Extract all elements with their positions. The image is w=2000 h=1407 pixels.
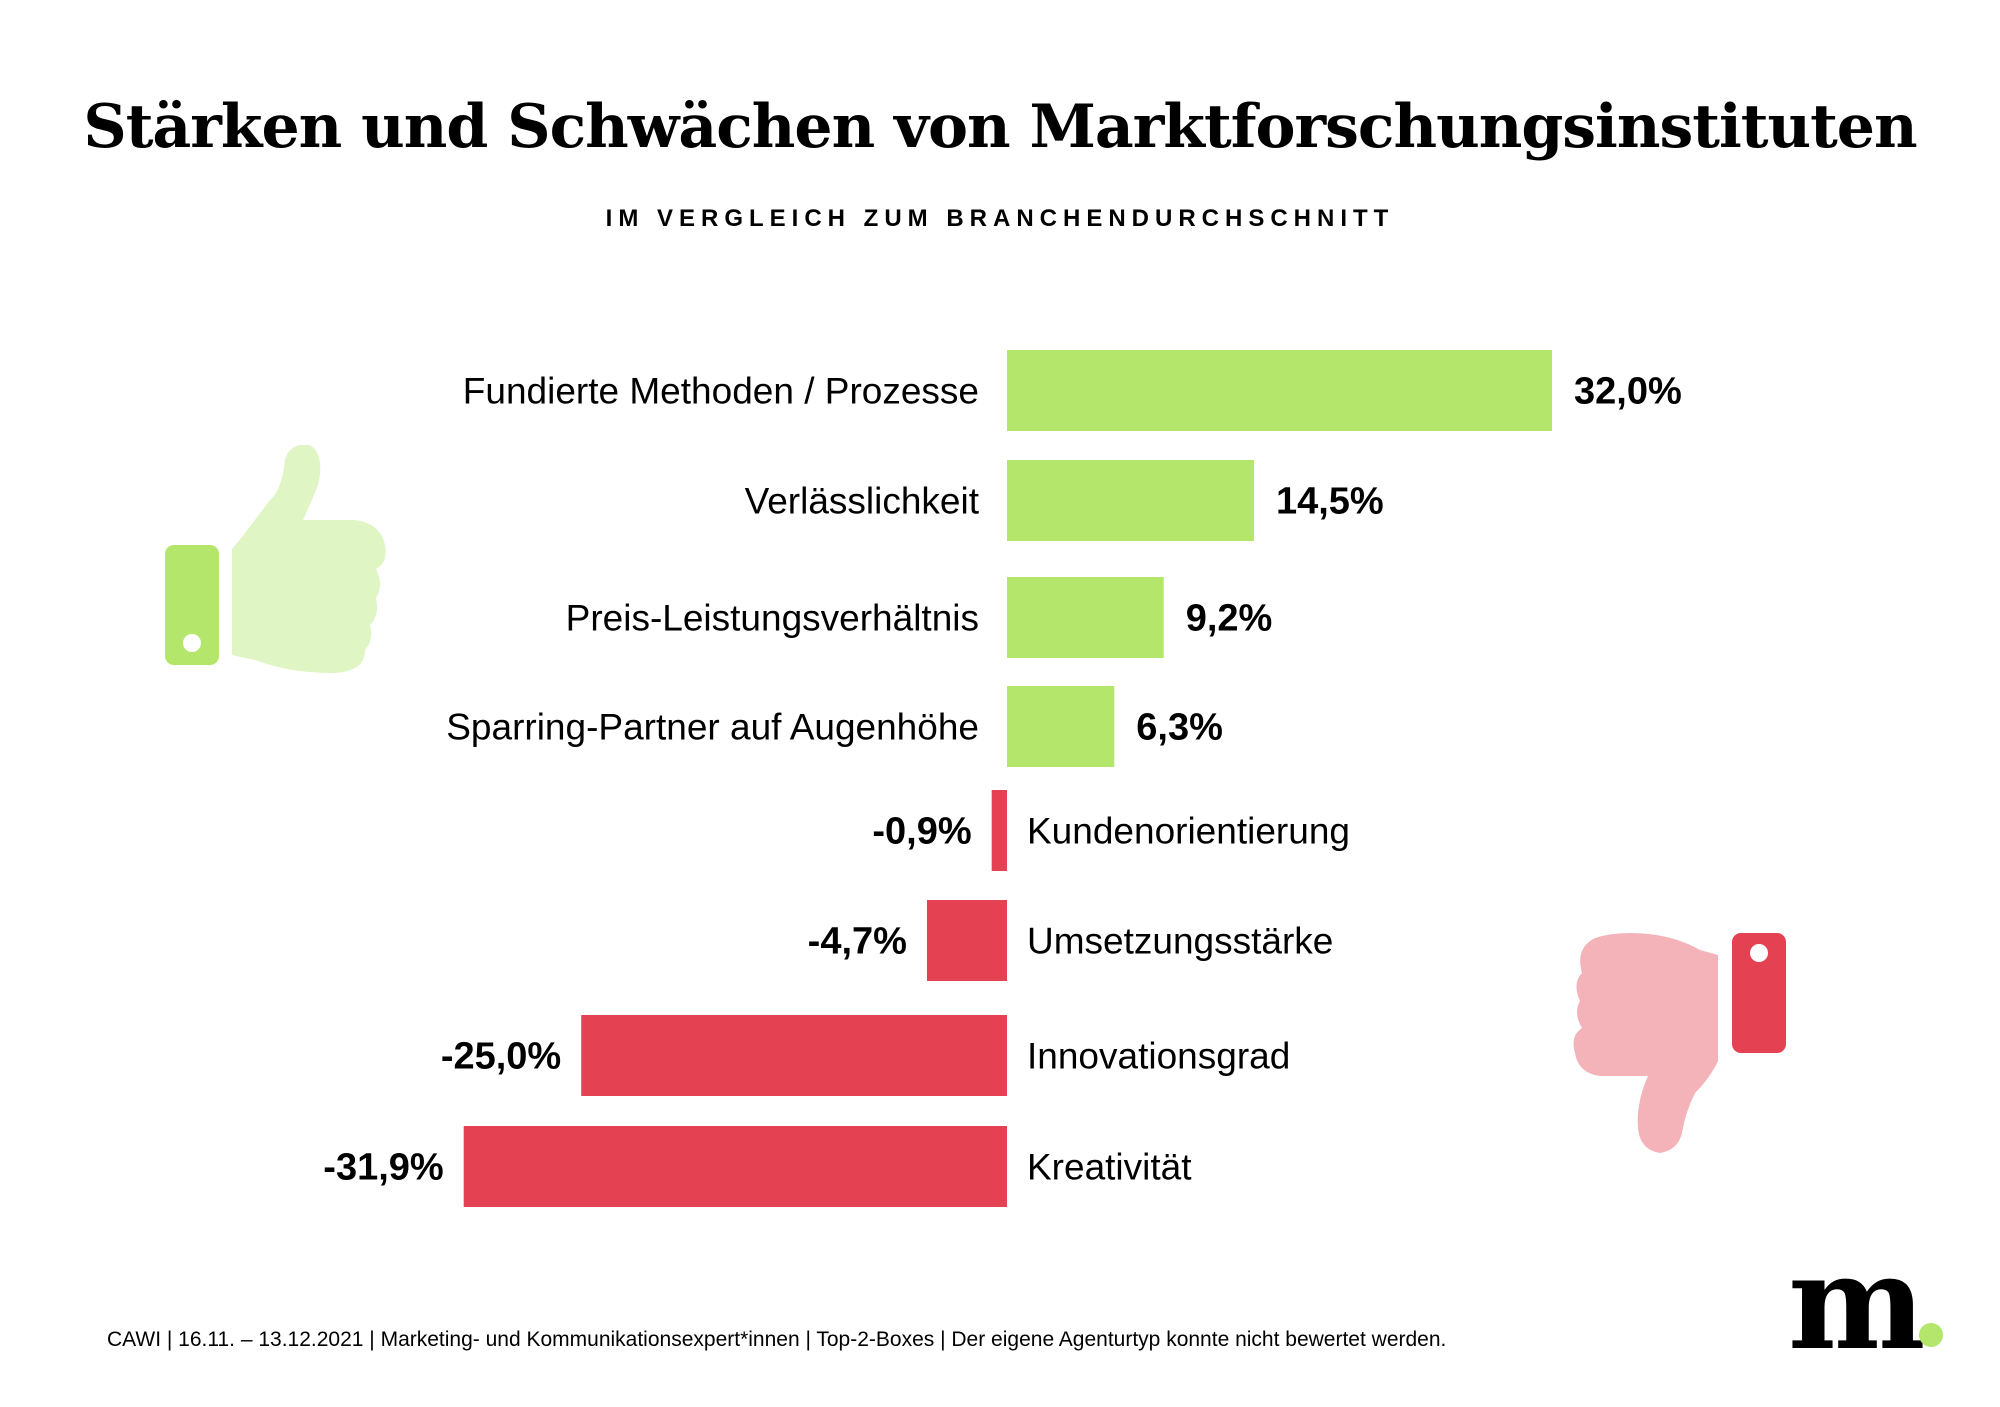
bar-2	[1007, 577, 1164, 658]
category-label: Fundierte Methoden / Prozesse	[463, 371, 979, 412]
category-label: Verlässlichkeit	[745, 481, 980, 522]
value-label: -25,0%	[441, 1036, 561, 1078]
brand-logo: m	[1788, 1250, 1943, 1360]
bar-1	[1007, 460, 1254, 541]
value-label: 32,0%	[1574, 371, 1682, 413]
category-label: Umsetzungsstärke	[1027, 921, 1333, 962]
thumbs-down-icon	[1573, 933, 1786, 1153]
value-label: -0,9%	[872, 811, 971, 853]
bar-7	[463, 1126, 1007, 1207]
bar-3	[1007, 686, 1115, 767]
value-label: 14,5%	[1276, 481, 1384, 523]
value-label: 6,3%	[1136, 707, 1223, 749]
category-label: Kundenorientierung	[1027, 811, 1350, 852]
value-label: 9,2%	[1186, 598, 1273, 640]
chart-title: Stärken und Schwächen von Marktforschung…	[83, 92, 1917, 162]
logo-dot	[1919, 1323, 1943, 1347]
logo-letter: m	[1788, 1250, 1926, 1360]
chart-subtitle: IM VERGLEICH ZUM BRANCHENDURCHSCHNITT	[605, 205, 1395, 232]
category-label: Preis-Leistungsverhältnis	[566, 598, 979, 639]
bar-5	[926, 900, 1007, 981]
bar-0	[1007, 350, 1552, 431]
bar-4	[991, 790, 1007, 871]
category-label: Innovationsgrad	[1027, 1036, 1290, 1077]
thumbs-up-icon	[165, 445, 386, 673]
footer-note: CAWI | 16.11. – 13.12.2021 | Marketing- …	[107, 1328, 1447, 1351]
value-label: -31,9%	[323, 1147, 443, 1189]
value-label: -4,7%	[808, 921, 907, 963]
bar-6	[581, 1015, 1007, 1096]
category-label: Sparring-Partner auf Augenhöhe	[446, 707, 979, 748]
category-label: Kreativität	[1027, 1147, 1192, 1188]
